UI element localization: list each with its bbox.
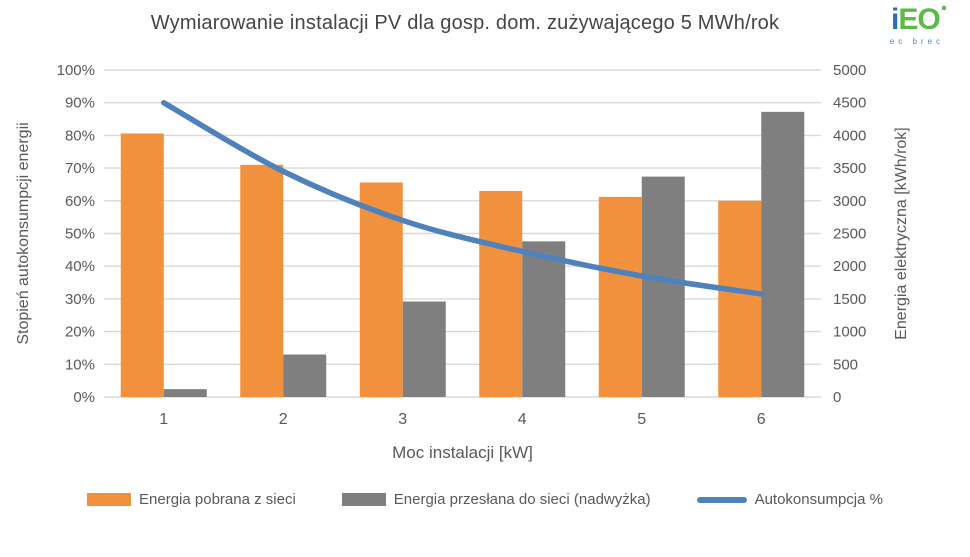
svg-text:30%: 30%: [65, 291, 95, 308]
svg-text:1500: 1500: [833, 291, 866, 308]
right-axis-title: Energia elektryczna [kWh/rok]: [893, 127, 910, 340]
autokonsumpcja-line: [161, 99, 764, 297]
svg-text:20%: 20%: [65, 324, 95, 341]
svg-text:0%: 0%: [73, 389, 95, 406]
chart-plot-area: 0% 10% 20% 30% 40% 50% 60% 70% 80% 90% 100% 0 500 100…: [15, 62, 910, 462]
svg-text:4: 4: [518, 411, 527, 428]
bar-series-1: [163, 111, 805, 397]
bar-1-cat-6: [761, 111, 805, 397]
bar-series-0: [120, 133, 762, 398]
logo-letters-eo: EO: [898, 3, 940, 36]
legend-item-energia-przeslana: Energia przesłana do sieci (nadwyżka): [341, 491, 651, 508]
svg-text:50%: 50%: [65, 226, 95, 243]
bar-0-cat-4: [479, 190, 523, 397]
legend-swatch-orange-bar: [87, 493, 132, 506]
legend-label: Energia przesłana do sieci (nadwyżka): [393, 491, 651, 508]
svg-text:100%: 100%: [57, 62, 95, 79]
svg-text:1: 1: [159, 411, 168, 428]
svg-text:80%: 80%: [65, 127, 95, 144]
svg-text:6: 6: [757, 411, 766, 428]
legend-label: Autokonsumpcja %: [754, 491, 883, 508]
bar-0-cat-1: [120, 133, 164, 398]
bar-0-cat-2: [240, 164, 284, 397]
svg-text:60%: 60%: [65, 193, 95, 210]
svg-text:90%: 90%: [65, 95, 95, 112]
chart-legend: Energia pobrana z sieci Energia przesłan…: [0, 491, 970, 508]
bar-1-cat-4: [522, 241, 566, 397]
svg-text:40%: 40%: [65, 258, 95, 275]
left-axis-title: Stopień autokonsumpcji energii: [15, 122, 32, 344]
ieo-logo-subtext: ec brec: [889, 37, 944, 46]
bar-1-cat-2: [283, 354, 327, 397]
svg-text:2: 2: [279, 411, 288, 428]
svg-text:3500: 3500: [833, 160, 866, 177]
left-axis-tick-labels: 0% 10% 20% 30% 40% 50% 60% 70% 80% 90% 100%: [57, 62, 95, 406]
svg-text:4000: 4000: [833, 127, 866, 144]
bar-1-cat-3: [402, 301, 446, 397]
svg-text:3000: 3000: [833, 193, 866, 210]
svg-text:1000: 1000: [833, 324, 866, 341]
legend-swatch-gray-bar: [341, 493, 386, 506]
svg-text:10%: 10%: [65, 356, 95, 373]
svg-text:5: 5: [637, 411, 646, 428]
bar-0-cat-6: [718, 200, 762, 397]
legend-item-autokonsumpcja: Autokonsumpcja %: [696, 491, 883, 508]
svg-text:0: 0: [833, 389, 841, 406]
svg-text:5000: 5000: [833, 62, 866, 79]
legend-label: Energia pobrana z sieci: [139, 491, 296, 508]
bar-0-cat-5: [598, 196, 642, 397]
gridlines: [104, 69, 821, 398]
svg-text:3: 3: [398, 411, 407, 428]
svg-text:2000: 2000: [833, 258, 866, 275]
x-axis-title: Moc instalacji [kW]: [392, 443, 533, 462]
legend-swatch-blue-line: [696, 496, 747, 503]
logo-letter-i: i: [891, 3, 899, 36]
chart-title: Wymiarowanie instalacji PV dla gosp. dom…: [150, 12, 780, 34]
right-axis-tick-labels: 0 500 1000 1500 2000 2500 3000 3500 4000 4500 5000: [833, 62, 866, 406]
ieo-logo: iEO ec brec: [887, 3, 946, 46]
ieo-logo-text: iEO: [891, 3, 946, 36]
legend-item-energia-pobrana: Energia pobrana z sieci: [87, 491, 296, 508]
logo-trademark-icon: [941, 6, 946, 10]
bar-1-cat-5: [641, 176, 685, 397]
bar-1-cat-1: [163, 389, 207, 397]
svg-text:4500: 4500: [833, 95, 866, 112]
svg-text:2500: 2500: [833, 226, 866, 243]
svg-text:70%: 70%: [65, 160, 95, 177]
svg-text:500: 500: [833, 356, 858, 373]
x-axis-tick-labels: 1 2 3 4 5 6: [159, 411, 766, 428]
